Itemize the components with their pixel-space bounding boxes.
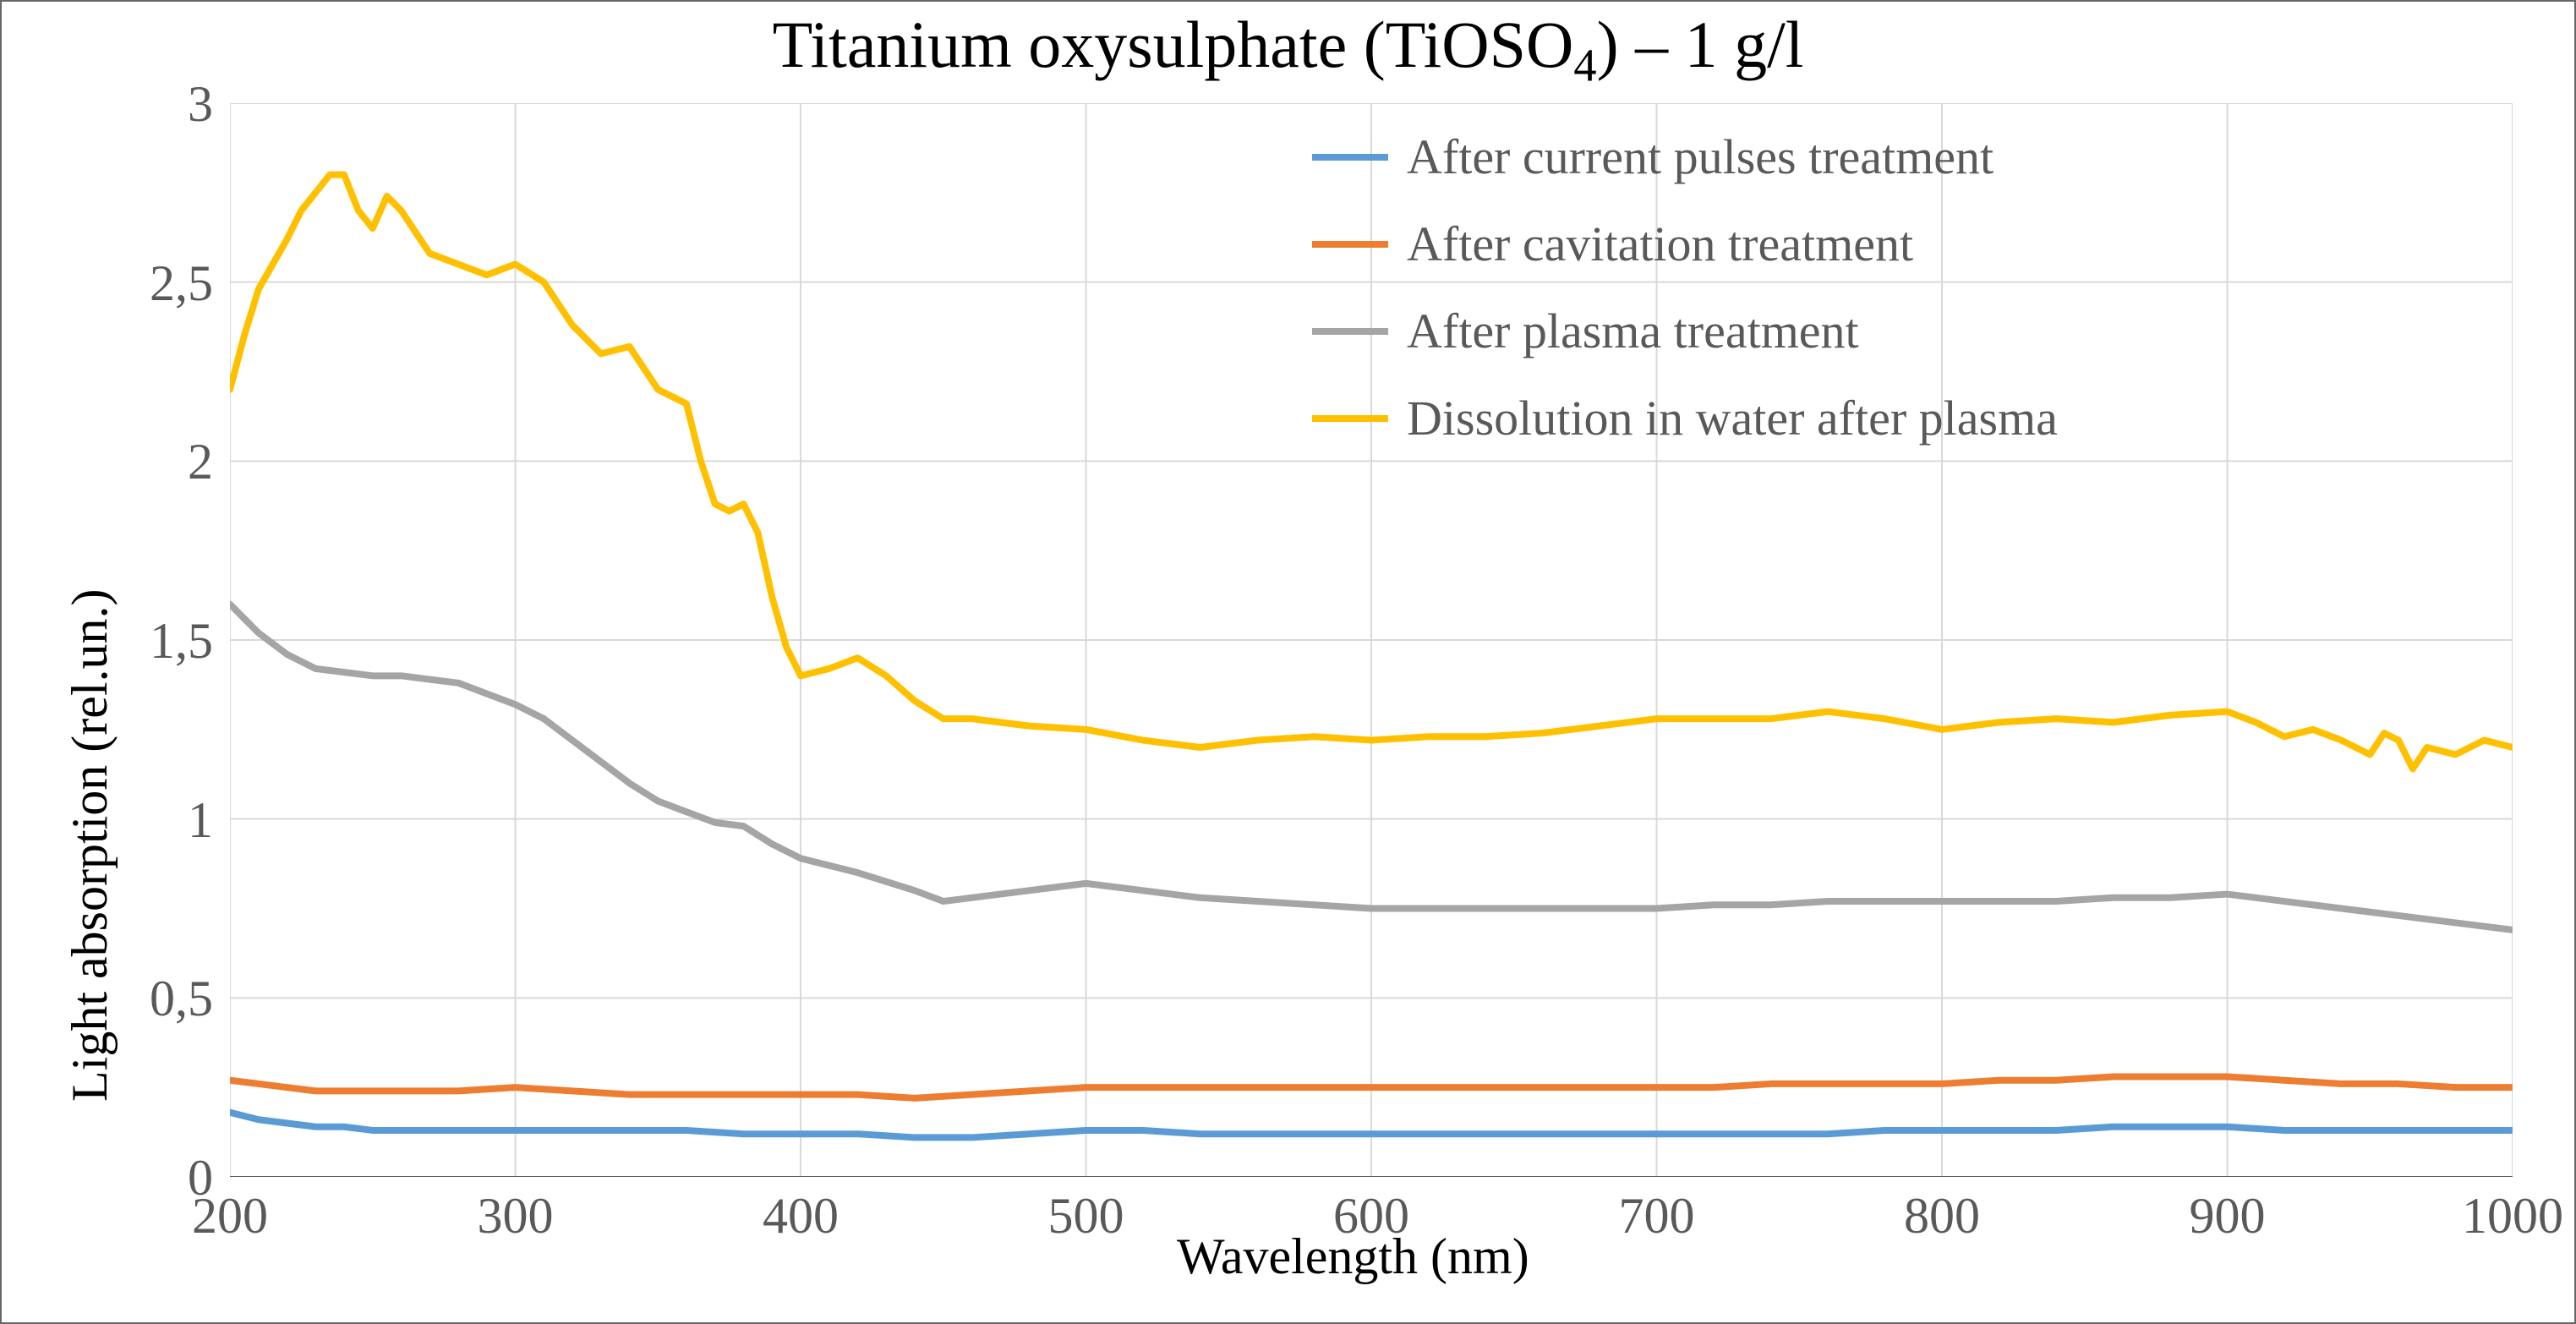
legend-item-after-cavitation: After cavitation treatment (1312, 216, 2058, 272)
tick-label: 300 (478, 1187, 554, 1245)
tick-label: 1000 (2462, 1187, 2563, 1245)
tick-label: 0,5 (150, 970, 213, 1028)
tick-label: 600 (1333, 1187, 1409, 1245)
tick-label: 1 (188, 791, 213, 850)
tick-label: 400 (763, 1187, 839, 1245)
legend-label: After plasma treatment (1407, 303, 1859, 359)
chart-title-main: Titanium oxysulphate (TiOSO (773, 8, 1574, 81)
legend-item-dissolution-after-plasma: Dissolution in water after plasma (1312, 390, 2058, 446)
legend-item-after-plasma: After plasma treatment (1312, 303, 2058, 359)
legend-item-after-current-pulses: After current pulses treatment (1312, 129, 2058, 185)
tick-label: 2 (188, 433, 213, 491)
tick-label: 700 (1619, 1187, 1695, 1245)
legend-swatch (1312, 154, 1388, 161)
tick-label: 800 (1904, 1187, 1980, 1245)
chart-title: Titanium oxysulphate (TiOSO4) – 1 g/l (773, 7, 1804, 92)
chart-title-tail: ) – 1 g/l (1597, 8, 1804, 81)
tick-label: 3 (188, 75, 213, 134)
legend-swatch (1312, 328, 1388, 335)
legend-label: Dissolution in water after plasma (1407, 390, 2058, 446)
chart-title-subscript: 4 (1573, 40, 1596, 91)
tick-label: 2,5 (150, 254, 213, 313)
legend-swatch (1312, 241, 1388, 248)
chart-frame: Titanium oxysulphate (TiOSO4) – 1 g/l Li… (0, 0, 2576, 1324)
tick-label: 500 (1048, 1187, 1124, 1245)
legend-label: After current pulses treatment (1407, 129, 1994, 185)
tick-label: 900 (2190, 1187, 2266, 1245)
legend: After current pulses treatment After cavi… (1312, 129, 2058, 477)
y-axis-label: Light absorption (rel.un.) (61, 589, 119, 1102)
legend-label: After cavitation treatment (1407, 216, 1913, 272)
legend-swatch (1312, 415, 1388, 422)
tick-label: 1,5 (150, 612, 213, 670)
tick-label: 200 (192, 1187, 268, 1245)
